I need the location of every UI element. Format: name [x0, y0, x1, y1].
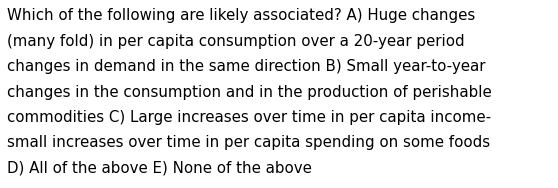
Text: changes in demand in the same direction B) Small year-to-year: changes in demand in the same direction …: [7, 59, 486, 74]
Text: commodities C) Large increases over time in per capita income-: commodities C) Large increases over time…: [7, 110, 492, 125]
Text: D) All of the above E) None of the above: D) All of the above E) None of the above: [7, 161, 312, 176]
Text: Which of the following are likely associated? A) Huge changes: Which of the following are likely associ…: [7, 8, 475, 24]
Text: (many fold) in per capita consumption over a 20-year period: (many fold) in per capita consumption ov…: [7, 34, 465, 49]
Text: small increases over time in per capita spending on some foods: small increases over time in per capita …: [7, 135, 490, 150]
Text: changes in the consumption and in the production of perishable: changes in the consumption and in the pr…: [7, 85, 492, 100]
